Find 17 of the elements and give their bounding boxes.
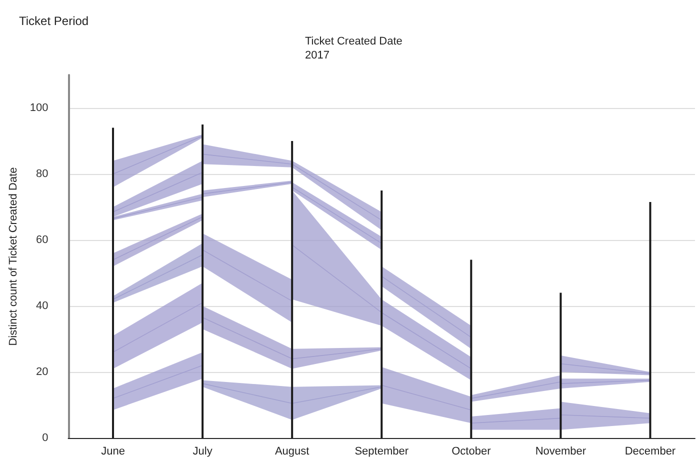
x-tick-label: July (192, 446, 213, 458)
chart-title: Ticket Period (19, 14, 89, 28)
x-tick-label: June (101, 446, 125, 458)
y-axis-title: Distinct count of Ticket Created Date (8, 167, 20, 346)
y-tick-label: 60 (36, 234, 48, 246)
x-tick-label: September (354, 446, 409, 458)
x-tick-label: October (452, 446, 492, 458)
x-axis-title: Ticket Created Date (305, 36, 402, 48)
x-tick-label: December (624, 446, 676, 458)
y-tick-label: 20 (36, 366, 48, 378)
y-tick-label: 80 (36, 168, 48, 180)
y-tick-label: 100 (30, 102, 48, 114)
text: 2017 (305, 50, 330, 62)
x-tick-label: August (274, 446, 310, 458)
y-tick-label: 0 (42, 432, 48, 444)
y-tick-label: 40 (36, 300, 48, 312)
x-tick-label: November (535, 446, 586, 458)
